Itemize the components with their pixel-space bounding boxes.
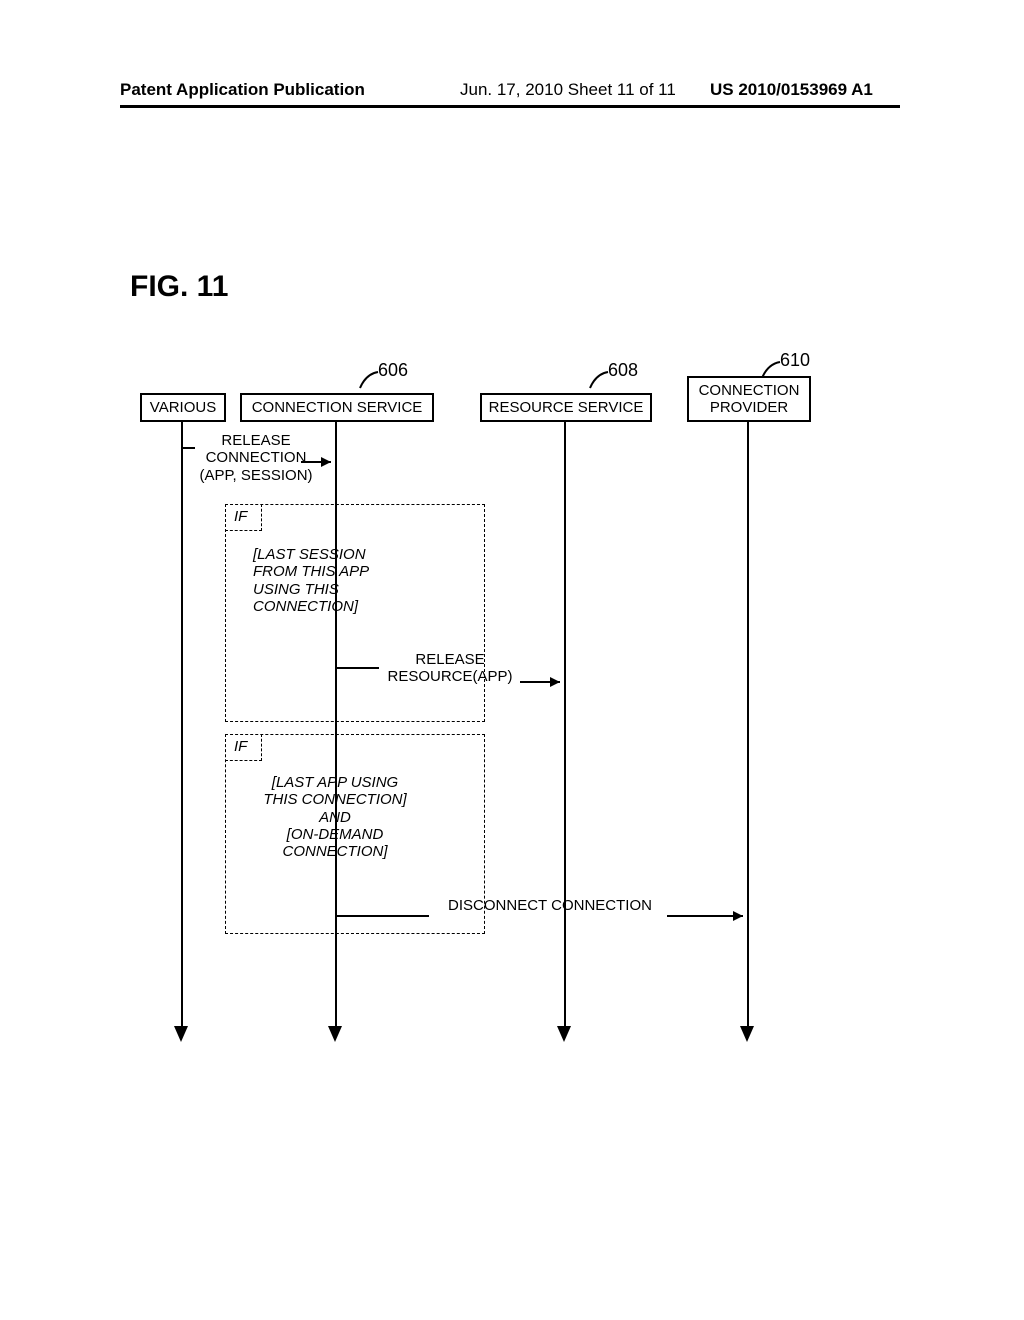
if-label-2: IF	[234, 738, 247, 755]
actor-various: VARIOUS	[140, 393, 226, 422]
page: Patent Application Publication Jun. 17, …	[0, 0, 1024, 1320]
lifeline-various-arrow	[174, 1026, 188, 1042]
actor-connection-service-label: CONNECTION SERVICE	[252, 399, 423, 416]
ref-610: 610	[780, 350, 810, 371]
lifeline-connection-service-arrow	[328, 1026, 342, 1042]
ref-tick-608	[588, 368, 610, 390]
actor-connection-provider-label2: PROVIDER	[710, 399, 788, 416]
if2-condition: [LAST APP USING THIS CONNECTION] AND [ON…	[245, 774, 425, 860]
actor-connection-service: CONNECTION SERVICE	[240, 393, 434, 422]
actor-resource-service: RESOURCE SERVICE	[480, 393, 652, 422]
header-left: Patent Application Publication	[120, 80, 365, 100]
ref-tick-606	[358, 368, 380, 390]
if1-condition: [LAST SESSION FROM THIS APP USING THIS C…	[253, 546, 403, 615]
lifeline-resource-service-arrow	[557, 1026, 571, 1042]
arrow-release-connection	[181, 440, 341, 490]
figure-title: FIG. 11	[130, 270, 228, 304]
header-mid: Jun. 17, 2010 Sheet 11 of 11	[460, 80, 676, 100]
actor-connection-provider-label1: CONNECTION	[699, 382, 800, 399]
if-label-1: IF	[234, 508, 247, 525]
arrow-disconnect-connection	[335, 904, 755, 934]
ref-608: 608	[608, 360, 638, 381]
actor-connection-provider: CONNECTIONPROVIDER	[687, 376, 811, 422]
lifeline-connection-provider-arrow	[740, 1026, 754, 1042]
actor-various-label: VARIOUS	[150, 399, 216, 416]
ref-606: 606	[378, 360, 408, 381]
header-rule	[120, 105, 900, 108]
lifeline-various	[181, 420, 183, 1028]
actor-resource-service-label: RESOURCE SERVICE	[489, 399, 644, 416]
lifeline-connection-provider	[747, 420, 749, 1028]
arrow-release-resource	[335, 658, 570, 698]
lifeline-resource-service	[564, 420, 566, 1028]
header-right: US 2010/0153969 A1	[710, 80, 873, 100]
